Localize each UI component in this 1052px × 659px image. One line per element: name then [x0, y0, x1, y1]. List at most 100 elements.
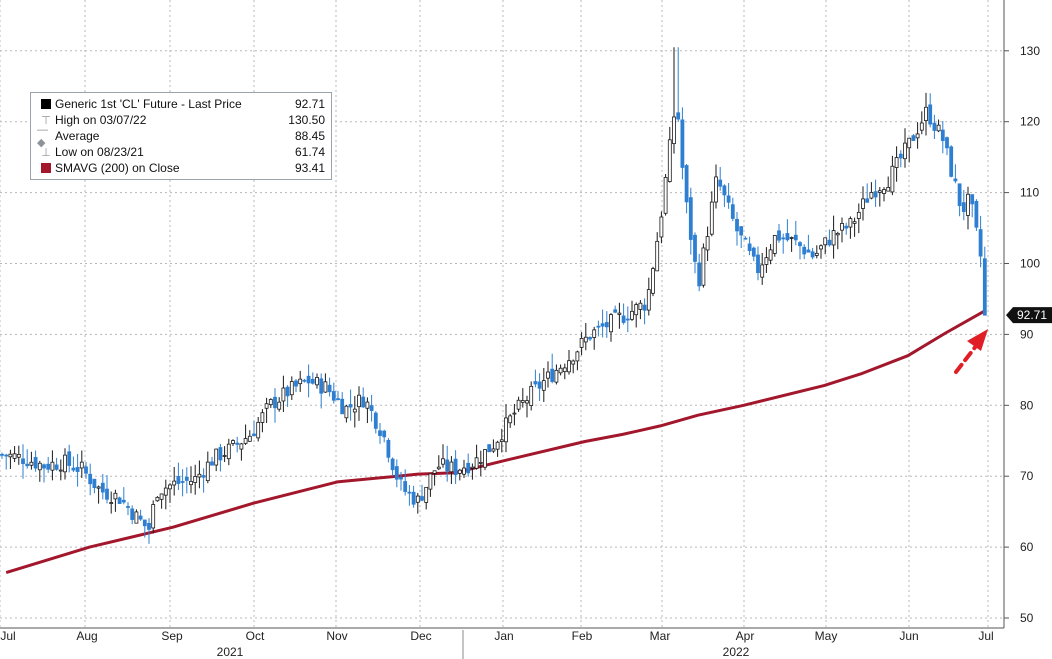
price-candle	[781, 237, 786, 240]
price-candle	[487, 444, 492, 453]
price-candle	[483, 449, 487, 468]
price-candle	[546, 371, 550, 379]
legend-label: Generic 1st 'CL' Future - Last Price	[55, 97, 242, 111]
price-candle	[163, 487, 168, 496]
price-candle	[966, 193, 970, 216]
legend-row-low: ⊥ Low on 08/23/21 61.74	[37, 144, 325, 160]
price-candle	[373, 412, 378, 429]
price-candle	[609, 314, 613, 333]
price-candle	[109, 502, 114, 504]
price-candle	[176, 476, 181, 484]
price-candle	[348, 404, 353, 408]
x-month-label: Jul	[978, 629, 993, 643]
price-candle	[436, 466, 441, 470]
price-candle	[415, 495, 420, 503]
x-year-label: 2022	[723, 645, 750, 659]
price-candle	[327, 384, 332, 393]
y-tick-label: 100	[1020, 257, 1040, 271]
price-candle	[655, 240, 660, 272]
price-candle	[79, 461, 84, 469]
price-candle	[718, 179, 723, 187]
price-candle	[932, 122, 937, 131]
price-candle	[365, 401, 370, 409]
price-candle	[441, 458, 445, 465]
price-candle	[588, 336, 592, 340]
price-candle	[634, 304, 639, 316]
x-month-label: Oct	[246, 629, 265, 643]
price-candle	[457, 469, 462, 474]
price-candle	[130, 508, 135, 520]
price-candle	[705, 236, 710, 251]
legend-label: SMAVG (200) on Close	[55, 161, 180, 175]
legend-label: Low on 08/23/21	[55, 145, 144, 159]
high-marker-icon: ⊤	[41, 114, 51, 127]
price-candle	[105, 488, 109, 500]
price-candle	[302, 379, 307, 382]
x-month-label: Feb	[572, 629, 593, 643]
price-candle	[873, 191, 878, 198]
x-month-label: Mar	[650, 629, 671, 643]
price-candle	[336, 398, 340, 401]
price-candle	[772, 235, 777, 254]
price-candle	[323, 381, 328, 393]
price-candle	[210, 461, 214, 466]
price-candle	[911, 135, 916, 141]
price-candle	[638, 302, 643, 310]
price-candle	[340, 398, 345, 415]
price-candle	[651, 268, 655, 294]
price-candle	[978, 229, 983, 257]
price-candle	[306, 375, 311, 384]
price-candle	[667, 139, 672, 182]
price-candle	[197, 473, 202, 478]
price-candle	[848, 218, 853, 228]
price-candle	[583, 336, 588, 343]
y-tick-label: 120	[1020, 115, 1040, 129]
price-candle	[100, 482, 105, 493]
price-candle	[256, 421, 261, 439]
price-candle	[630, 310, 634, 320]
price-candle	[512, 412, 517, 415]
price-candle	[760, 264, 765, 278]
price-candle	[646, 289, 651, 311]
price-candle	[147, 523, 151, 530]
price-candle	[222, 455, 227, 457]
price-candle	[0, 453, 4, 456]
price-candle	[625, 318, 630, 321]
price-candle	[201, 475, 206, 478]
price-candle	[428, 473, 433, 490]
y-tick-label: 90	[1020, 327, 1034, 341]
price-candle	[974, 200, 979, 228]
price-candle	[474, 457, 479, 469]
price-candle	[403, 481, 408, 492]
annotation-arrow-head	[967, 329, 988, 351]
price-candle	[877, 190, 882, 193]
price-candle	[600, 323, 605, 327]
price-candle	[189, 481, 193, 486]
price-candle	[231, 440, 235, 444]
price-candle	[382, 430, 387, 438]
price-candle	[470, 466, 475, 469]
price-candle	[924, 106, 928, 122]
legend-red-swatch-icon	[37, 163, 55, 173]
price-candle	[802, 246, 807, 255]
price-candle	[54, 464, 59, 470]
price-candle	[126, 506, 130, 508]
price-candle	[466, 462, 471, 474]
price-candle	[869, 192, 874, 199]
price-candle	[907, 137, 912, 149]
price-candle	[172, 480, 177, 486]
price-candle	[369, 405, 374, 411]
price-candle	[88, 473, 93, 485]
price-candle	[621, 315, 626, 323]
price-candle	[756, 254, 760, 274]
price-candle	[67, 451, 72, 466]
price-candle	[134, 511, 139, 524]
x-year-label: 2021	[217, 645, 244, 659]
price-candle	[138, 515, 143, 520]
price-candle	[386, 439, 391, 458]
price-candle	[96, 486, 101, 489]
price-candle	[159, 493, 164, 500]
x-month-label: May	[815, 629, 838, 643]
price-candle	[424, 486, 429, 503]
price-candle	[785, 233, 790, 241]
